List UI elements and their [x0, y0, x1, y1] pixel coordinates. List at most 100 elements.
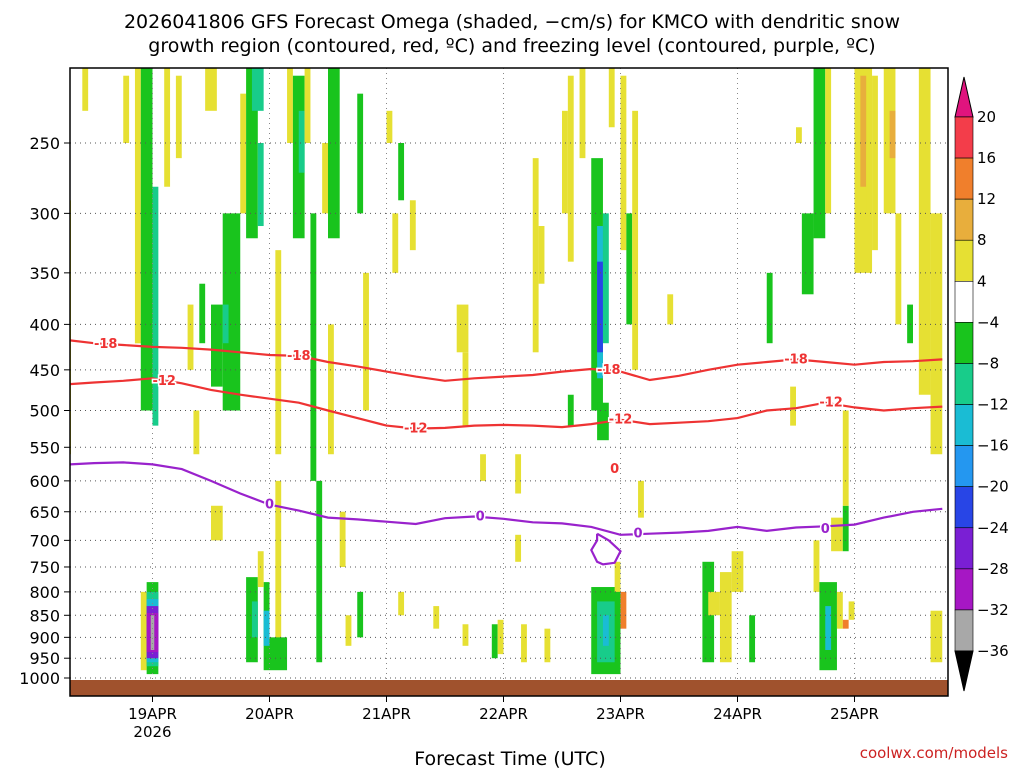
- x-tick-label: 24APR: [713, 705, 762, 723]
- x-axis-label: Forecast Time (UTC): [414, 748, 605, 768]
- omega-cell: [521, 624, 527, 663]
- colorbar-band: [954, 568, 974, 611]
- omega-cell: [339, 511, 346, 567]
- x-tick-label: 23APR: [596, 705, 645, 723]
- omega-cell: [328, 68, 340, 239]
- omega-cell: [848, 601, 855, 620]
- y-tick-label: 550: [29, 438, 60, 457]
- omega-cell: [930, 213, 943, 455]
- contour-label: 0: [634, 527, 643, 542]
- x-tick-label: 25APR: [830, 705, 879, 723]
- x-tick-label: 22APR: [479, 705, 528, 723]
- omega-cell: [462, 352, 469, 426]
- omega-cell: [515, 454, 522, 494]
- colorbar-band: [954, 404, 974, 446]
- omega-cell: [602, 213, 609, 344]
- colorbar-top-arrow: [954, 76, 974, 118]
- omega-cell: [667, 294, 674, 325]
- omega-cell: [491, 624, 498, 659]
- omega-cell: [140, 591, 147, 671]
- omega-cell: [164, 68, 171, 187]
- omega-cell: [825, 68, 832, 214]
- colorbar-tick-label: −4: [977, 313, 999, 331]
- y-tick-label: 750: [29, 558, 60, 577]
- omega-cell: [386, 110, 393, 143]
- omega-cell: [263, 610, 270, 646]
- colorbar-tick-label: −12: [977, 396, 1009, 414]
- colorbar-tick-label: 12: [977, 190, 996, 208]
- omega-cell: [842, 505, 849, 552]
- colorbar-band: [954, 157, 974, 200]
- omega-cell: [614, 561, 621, 592]
- y-tick-label: 450: [29, 361, 60, 380]
- omega-cell: [82, 68, 89, 111]
- colorbar-tick-label: −16: [977, 437, 1009, 455]
- colorbar-tick-label: 8: [977, 231, 987, 249]
- omega-cell: [889, 110, 896, 159]
- omega-cell: [567, 75, 574, 262]
- contour-label: 0: [610, 462, 619, 477]
- omega-cell: [246, 68, 258, 239]
- colorbar-band: [954, 322, 974, 364]
- omega-cell: [433, 606, 440, 629]
- contour-label: -18: [784, 352, 808, 367]
- x-tick-label: 19APR: [128, 705, 177, 723]
- omega-cell: [462, 624, 469, 646]
- omega-cell: [918, 68, 931, 395]
- omega-cell: [860, 75, 867, 187]
- omega-cell: [895, 213, 902, 325]
- omega-cell: [456, 304, 469, 353]
- y-tick-label: 700: [29, 531, 60, 550]
- contour-label: -12: [152, 374, 176, 389]
- freezing-level-contour: [69, 461, 943, 536]
- omega-cell: [398, 591, 405, 616]
- colorbar-band: [954, 486, 974, 529]
- y-tick-label: 250: [29, 134, 60, 153]
- colorbar: 20 16 12 8 4 −4 −8 −12 −16 −20 −24 −28 −32 −36: [954, 76, 1009, 692]
- omega-cell: [269, 637, 288, 671]
- contour-label: -18: [94, 337, 118, 352]
- omega-shading: [70, 68, 943, 675]
- contour-label: 0: [476, 509, 485, 524]
- omega-cell: [719, 572, 732, 663]
- contour-label: -12: [404, 422, 428, 437]
- omega-cell: [345, 615, 352, 646]
- y-axis-ticks: 250 300 350 400 450 500 550 600 650 700 750 800 850 9…: [19, 134, 70, 688]
- contour-label: 0: [265, 498, 274, 513]
- colorbar-band: [954, 281, 974, 323]
- omega-cell: [842, 410, 849, 506]
- colorbar-tick-label: −36: [977, 642, 1009, 660]
- colorbar-band: [954, 527, 974, 570]
- omega-cell: [287, 68, 293, 143]
- colorbar-tick-label: −8: [977, 354, 999, 372]
- omega-cell: [831, 517, 843, 552]
- omega-cell: [602, 615, 609, 646]
- y-tick-label: 850: [29, 606, 60, 625]
- omega-cell: [257, 551, 264, 588]
- contour-label: -12: [819, 396, 843, 411]
- omega-cell: [304, 68, 311, 143]
- omega-cell: [187, 304, 194, 370]
- colorbar-tick-label: −20: [977, 478, 1009, 496]
- omega-cell: [275, 250, 282, 455]
- omega-cell: [310, 213, 317, 481]
- y-tick-label: 300: [29, 204, 60, 223]
- colorbar-tick-label: 20: [977, 108, 996, 126]
- plot-area: -18 -18 -18 -18 -12 -12 -12 -12 0 0 0 0 0: [69, 67, 949, 697]
- omega-cell: [515, 534, 522, 562]
- omega-cell: [199, 283, 206, 344]
- omega-cell: [766, 272, 773, 344]
- omega-cell: [357, 591, 364, 638]
- colorbar-band: [954, 116, 974, 159]
- omega-cell: [222, 213, 241, 411]
- x-tick-label: 20APR: [245, 705, 294, 723]
- omega-cell: [825, 606, 832, 650]
- ground-band: [70, 680, 948, 696]
- plot-border: [69, 67, 949, 697]
- omega-cell: [251, 601, 258, 638]
- omega-cell: [409, 200, 416, 251]
- contour-label: -12: [609, 413, 633, 428]
- omega-cell: [620, 75, 627, 251]
